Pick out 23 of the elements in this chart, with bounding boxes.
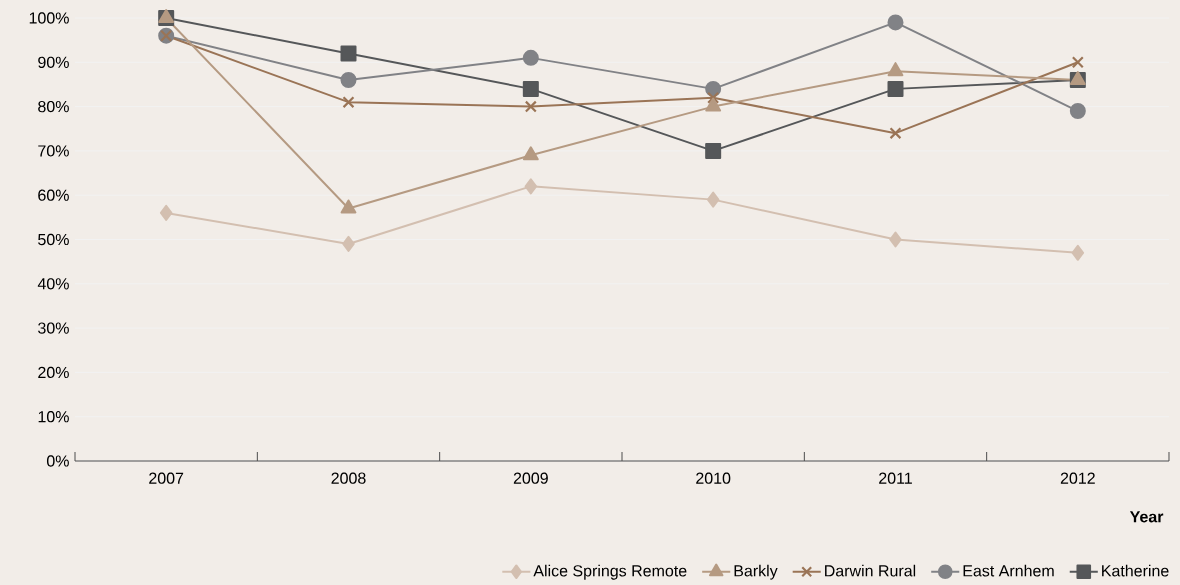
y-tick-label: 50%: [38, 233, 69, 246]
y-tick-label: 60%: [38, 189, 69, 201]
legend-label: Alice Springs Remote: [533, 564, 687, 580]
x-tick-label: 2010: [696, 472, 731, 484]
x-tick-label: 2008: [331, 472, 366, 484]
legend-label: Katherine: [1102, 564, 1169, 577]
y-tick-label: 30%: [38, 322, 69, 334]
x-axis-title: Year: [1129, 511, 1164, 523]
x-tick-label: 2011: [879, 472, 912, 484]
y-tick-label: 80%: [38, 100, 69, 113]
y-tick-label: 70%: [38, 145, 69, 157]
legend-label: Barkly: [734, 564, 778, 580]
x-tick-label: 2007: [149, 472, 184, 484]
y-tick-label: 40%: [37, 278, 69, 290]
y-tick-label: 90%: [38, 56, 69, 68]
y-tick-label: 0%: [46, 455, 69, 467]
y-tick-label: 10%: [38, 411, 69, 423]
y-tick-label: 20%: [38, 366, 69, 379]
x-tick-label: 2012: [1060, 472, 1095, 484]
legend-label: East Arnhem: [963, 564, 1054, 577]
legend-label: Darwin Rural: [825, 564, 916, 577]
x-tick-label: 2009: [513, 472, 548, 484]
y-tick-label: 100%: [29, 12, 69, 24]
